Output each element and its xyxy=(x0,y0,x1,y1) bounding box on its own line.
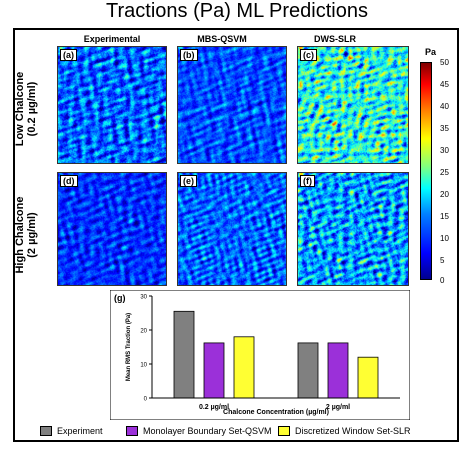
colorbar-tick: 40 xyxy=(440,102,449,111)
legend-item-mbs-qsvm: Monolayer Boundary Set-QSVM xyxy=(126,426,272,436)
heatmap-panel-d: (d) xyxy=(57,172,167,286)
heatmap-panel-c: (c) xyxy=(297,46,409,164)
legend-swatch xyxy=(126,426,138,436)
row-title-low-line1: Low Chalcone xyxy=(14,71,26,147)
colorbar-tick: 10 xyxy=(440,234,449,243)
x-tick-label: 2 µg/ml xyxy=(326,404,350,411)
bar-chart-frame xyxy=(110,290,410,420)
row-title-low-line2: (0.2 µg/ml) xyxy=(26,81,38,137)
chart-legend: Experiment Monolayer Boundary Set-QSVM D… xyxy=(40,426,460,440)
bar xyxy=(327,342,349,399)
chart-panel-label: (g) xyxy=(114,293,126,303)
axis-layer: 0 10 20 30 0.2 µg/ml 2 µg/ml xyxy=(140,295,400,411)
y-axis-label: Mean RMS Traction (Pa) xyxy=(126,313,132,381)
legend-swatch xyxy=(278,426,290,436)
colorbar-tick: 50 xyxy=(440,58,449,67)
panel-label-b: (b) xyxy=(180,49,198,61)
legend-item-experiment: Experiment xyxy=(40,426,103,436)
colorbar-tick: 5 xyxy=(440,256,445,265)
column-title-dws-slr: DWS-SLR xyxy=(314,34,356,44)
heatmap-panel-e: (e) xyxy=(177,172,287,286)
row-title-high-line1: High Chalcone xyxy=(14,196,26,274)
legend-label: Monolayer Boundary Set-QSVM xyxy=(143,426,272,436)
column-title-experimental: Experimental xyxy=(83,34,141,44)
figure-frame xyxy=(13,28,459,442)
colorbar-tick: 20 xyxy=(440,190,449,199)
panel-label-e: (e) xyxy=(180,175,197,187)
colorbar-tick: 45 xyxy=(440,80,449,89)
bar xyxy=(173,310,195,399)
colorbar-tick: 25 xyxy=(440,168,449,177)
colorbar-tick: 15 xyxy=(440,212,449,221)
legend-label: Discretized Window Set-SLR xyxy=(295,426,411,436)
colorbar-tick: 0 xyxy=(440,276,445,285)
row-title-high-line2: (2 µg/ml) xyxy=(26,212,38,258)
y-tick-label: 30 xyxy=(140,295,147,301)
heatmap-panel-f: (f) xyxy=(297,172,409,286)
colorbar-unit: Pa xyxy=(425,47,437,57)
y-tick-label: 10 xyxy=(140,363,147,369)
x-tick-label: 0.2 µg/ml xyxy=(199,404,229,411)
x-axis-label: Chalcone Concentration (µg/ml) xyxy=(223,409,329,416)
column-title-mbs-qsvm: MBS-QSVM xyxy=(197,34,247,44)
legend-label: Experiment xyxy=(57,426,103,436)
panel-label-c: (c) xyxy=(300,49,317,61)
row-title-high-chalcone: High Chalcone (2 µg/ml) xyxy=(14,190,40,280)
colorbar-tick: 35 xyxy=(440,124,449,133)
y-tick-label: 20 xyxy=(140,329,147,335)
bar xyxy=(203,342,225,399)
legend-item-dws-slr: Discretized Window Set-SLR xyxy=(278,426,411,436)
bar-layer xyxy=(173,310,379,399)
y-tick-label: 0 xyxy=(144,397,148,403)
bar-chart: 0 10 20 30 0.2 µg/ml 2 µg/ml (g) Chalcone Con… xyxy=(110,290,410,420)
bar xyxy=(357,356,379,399)
colorbar xyxy=(420,62,432,280)
colorbar-tick: 30 xyxy=(440,146,449,155)
panel-label-a: (a) xyxy=(60,49,77,61)
legend-swatch xyxy=(40,426,52,436)
heatmap-panel-a: (a) xyxy=(57,46,167,164)
panel-label-d: (d) xyxy=(60,175,78,187)
figure-title: Tractions (Pa) ML Predictions xyxy=(106,0,368,22)
heatmap-panel-b: (b) xyxy=(177,46,287,164)
panel-label-f: (f) xyxy=(300,175,315,187)
bar xyxy=(297,342,319,399)
row-title-low-chalcone: Low Chalcone (0.2 µg/ml) xyxy=(14,64,40,154)
bar xyxy=(233,336,255,399)
